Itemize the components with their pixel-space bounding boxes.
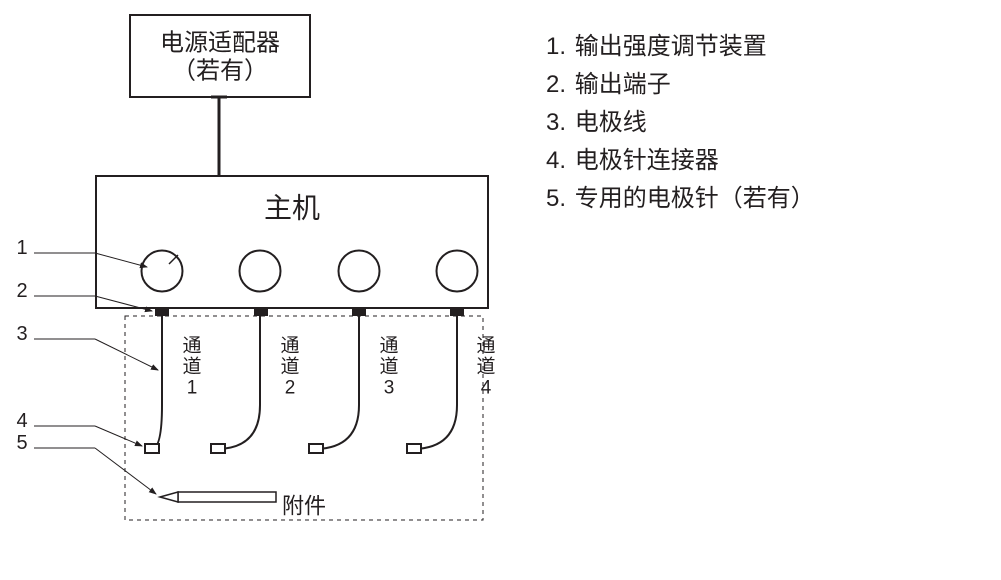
channel-label: 通	[476, 335, 495, 357]
channel-label: 1	[187, 378, 198, 399]
callout-leader	[95, 253, 147, 267]
legend-item-number: 4.	[546, 142, 575, 180]
channel-label: 3	[384, 378, 395, 399]
callout-number: 4	[16, 410, 27, 432]
accessory-label: 附件	[282, 494, 326, 519]
channel-label: 道	[476, 356, 495, 378]
legend-list: 1. 输出强度调节装置2. 输出端子3. 电极线4. 电极针连接器5. 专用的电…	[546, 28, 815, 218]
output-knob	[437, 251, 478, 292]
legend-item-text: 专用的电极针（若有）	[575, 185, 815, 212]
legend-item: 3. 电极线	[546, 104, 815, 142]
channel-label: 2	[285, 378, 296, 399]
legend-item-number: 2.	[546, 66, 575, 104]
svg-text:电源适配器: 电源适配器	[160, 30, 280, 57]
legend-item: 4. 电极针连接器	[546, 142, 815, 180]
channel-label: 通	[182, 335, 201, 357]
channel-label: 通	[379, 335, 398, 357]
electrode-needle-body	[178, 492, 276, 502]
accessory-box	[125, 316, 483, 520]
output-port	[254, 308, 268, 316]
channel-label: 道	[280, 356, 299, 378]
output-knob	[240, 251, 281, 292]
electrode-connector	[309, 444, 323, 453]
legend-item-number: 5.	[546, 180, 575, 218]
callout-leader	[95, 339, 158, 370]
svg-text:（若有）: （若有）	[172, 58, 268, 85]
output-port	[352, 308, 366, 316]
output-port	[450, 308, 464, 316]
legend-item-text: 输出强度调节装置	[575, 33, 767, 60]
output-knob	[339, 251, 380, 292]
output-port	[155, 308, 169, 316]
channel-label: 道	[379, 356, 398, 378]
power-adapter-label: 电源适配器（若有）	[160, 30, 280, 85]
legend-item: 2. 输出端子	[546, 66, 815, 104]
callout-number: 1	[16, 237, 27, 259]
electrode-wire	[316, 316, 359, 449]
legend-item-text: 输出端子	[575, 71, 671, 98]
electrode-connector	[145, 444, 159, 453]
channel-label: 4	[481, 378, 492, 399]
callout-number: 2	[16, 280, 27, 302]
legend-item-text: 电极线	[575, 109, 647, 136]
legend-item-number: 3.	[546, 104, 575, 142]
electrode-wire	[152, 316, 162, 449]
channel-label: 通	[280, 335, 299, 357]
legend-item: 1. 输出强度调节装置	[546, 28, 815, 66]
legend-item-text: 电极针连接器	[575, 147, 719, 174]
callout-leader	[95, 426, 142, 446]
callout-number: 5	[16, 432, 27, 454]
callout-number: 3	[16, 323, 27, 345]
legend-item-number: 1.	[546, 28, 575, 66]
legend-item: 5. 专用的电极针（若有）	[546, 180, 815, 218]
electrode-connector	[211, 444, 225, 453]
electrode-connector	[407, 444, 421, 453]
main-unit-label: 主机	[264, 193, 320, 224]
electrode-wire	[414, 316, 457, 449]
device-diagram: 电源适配器（若有）主机附件通道1通道2通道3通道412345	[0, 0, 1001, 580]
electrode-needle-tip	[160, 492, 178, 502]
electrode-wire	[218, 316, 260, 449]
channel-label: 道	[182, 356, 201, 378]
